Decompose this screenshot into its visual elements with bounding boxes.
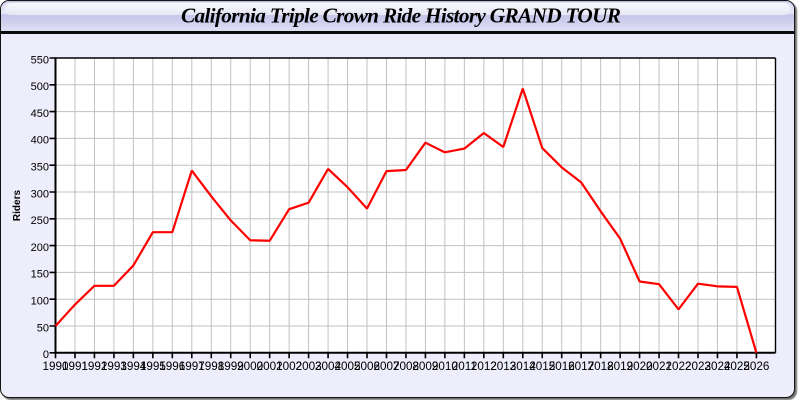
svg-text:1996: 1996 xyxy=(159,360,185,373)
svg-text:1992: 1992 xyxy=(81,360,107,373)
svg-text:1995: 1995 xyxy=(140,360,167,373)
svg-text:250: 250 xyxy=(31,215,49,227)
svg-text:1991: 1991 xyxy=(62,360,88,373)
svg-text:2010: 2010 xyxy=(432,360,459,373)
svg-text:2021: 2021 xyxy=(646,360,672,373)
svg-text:2003: 2003 xyxy=(296,360,322,373)
svg-text:0: 0 xyxy=(43,349,49,361)
svg-text:2005: 2005 xyxy=(335,360,362,373)
svg-text:2023: 2023 xyxy=(685,360,711,373)
svg-text:2006: 2006 xyxy=(354,360,380,373)
svg-text:2002: 2002 xyxy=(276,360,302,373)
svg-text:California Triple Crown Ride H: California Triple Crown Ride History GRA… xyxy=(181,4,621,28)
svg-text:2025: 2025 xyxy=(724,360,751,373)
svg-text:2020: 2020 xyxy=(627,360,654,373)
svg-text:1994: 1994 xyxy=(120,360,147,373)
svg-text:2016: 2016 xyxy=(549,360,575,373)
svg-text:2008: 2008 xyxy=(393,360,419,373)
svg-text:2014: 2014 xyxy=(510,360,537,373)
svg-text:150: 150 xyxy=(31,269,49,281)
svg-text:450: 450 xyxy=(31,108,49,120)
svg-text:2026: 2026 xyxy=(743,360,769,373)
svg-text:1999: 1999 xyxy=(218,360,244,373)
svg-text:2001: 2001 xyxy=(257,360,283,373)
svg-text:300: 300 xyxy=(31,188,49,200)
svg-text:200: 200 xyxy=(31,242,49,254)
svg-text:2022: 2022 xyxy=(666,360,692,373)
svg-text:2007: 2007 xyxy=(373,360,399,373)
svg-text:2017: 2017 xyxy=(568,360,594,373)
svg-text:2015: 2015 xyxy=(529,360,556,373)
svg-text:2011: 2011 xyxy=(452,360,477,373)
svg-text:400: 400 xyxy=(31,135,49,147)
svg-text:2024: 2024 xyxy=(704,360,731,373)
svg-text:Riders: Riders xyxy=(12,190,23,222)
svg-text:2009: 2009 xyxy=(412,360,438,373)
svg-text:1990: 1990 xyxy=(42,360,69,373)
svg-text:350: 350 xyxy=(31,162,49,174)
svg-text:2013: 2013 xyxy=(490,360,516,373)
svg-text:500: 500 xyxy=(31,81,49,93)
svg-text:550: 550 xyxy=(31,54,49,66)
svg-text:100: 100 xyxy=(31,296,49,308)
svg-text:2018: 2018 xyxy=(588,360,614,373)
svg-text:2004: 2004 xyxy=(315,360,342,373)
svg-text:1998: 1998 xyxy=(198,360,224,373)
svg-text:2000: 2000 xyxy=(237,360,264,373)
svg-text:1997: 1997 xyxy=(179,360,205,373)
svg-text:1993: 1993 xyxy=(101,360,127,373)
svg-text:2019: 2019 xyxy=(607,360,633,373)
svg-text:50: 50 xyxy=(37,322,49,334)
svg-text:2012: 2012 xyxy=(471,360,497,373)
